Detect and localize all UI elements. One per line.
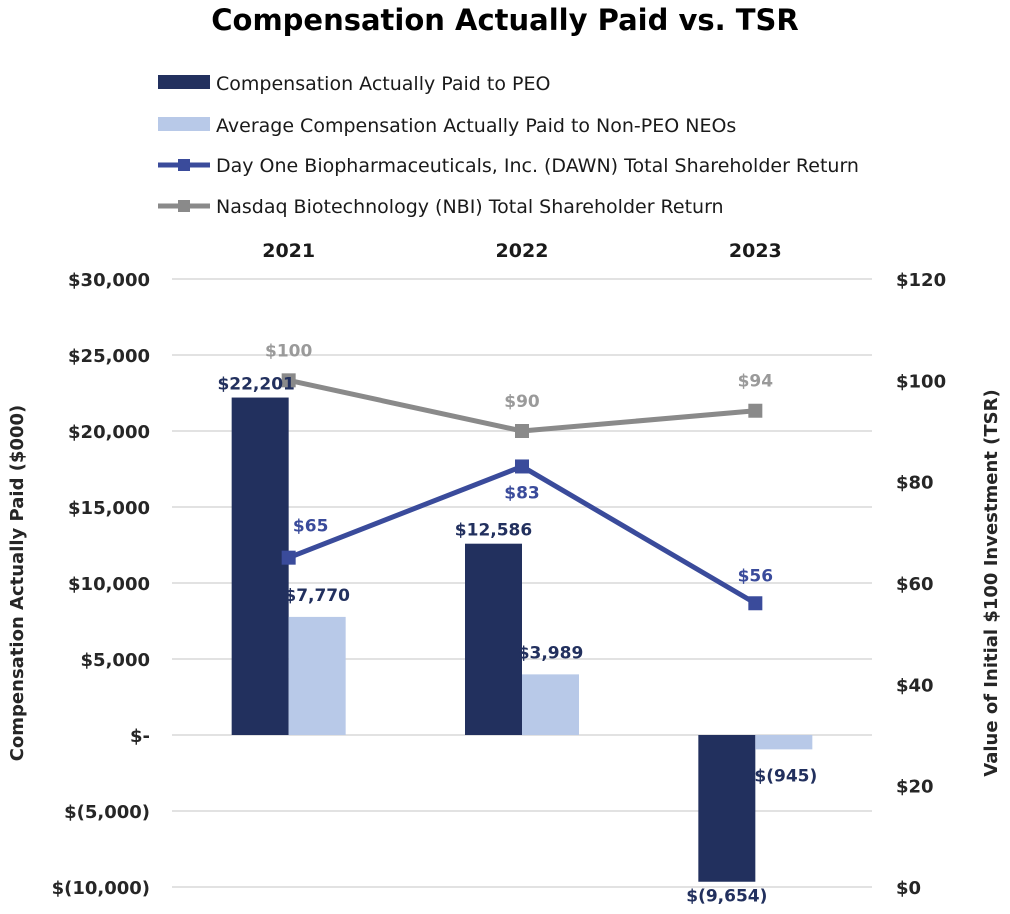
bar-neo (755, 735, 813, 750)
legend-label-neo: Average Compensation Actually Paid to No… (216, 115, 736, 137)
lines (281, 373, 763, 611)
left-tick-label: $20,000 (68, 422, 150, 443)
data-label-peo: $22,201 (217, 375, 294, 395)
data-label-peo: $(9,654) (686, 887, 767, 907)
legend-swatch-neo (158, 117, 210, 131)
category-label: 2022 (496, 240, 549, 262)
legend-entry-dawn: Day One Biopharmaceuticals, Inc. (DAWN) … (158, 155, 859, 177)
right-axis-ticks: $120 $100 $80 $60 $40 $20 $0 (896, 270, 946, 899)
data-label-nbi: $94 (738, 372, 774, 392)
data-label-nbi: $100 (265, 341, 312, 361)
legend-label-dawn: Day One Biopharmaceuticals, Inc. (DAWN) … (216, 155, 859, 177)
bar-neo (288, 616, 346, 735)
data-label-neo: $7,770 (284, 586, 350, 606)
bar-peo (698, 735, 756, 882)
right-tick-label: $0 (896, 878, 921, 899)
bars (231, 397, 813, 882)
legend-label-nbi: Nasdaq Biotechnology (NBI) Total Shareho… (216, 196, 724, 218)
legend-marker-nbi (178, 200, 190, 212)
bar-neo (522, 674, 579, 735)
y-axis-title: Compensation Actually Paid ($000) (7, 405, 28, 762)
legend-swatch-peo (158, 75, 210, 89)
marker-dawn (281, 550, 296, 565)
right-tick-label: $120 (896, 270, 946, 291)
data-label-neo: $3,989 (518, 643, 584, 663)
left-tick-label: $(10,000) (52, 878, 150, 899)
data-label-nbi: $90 (504, 392, 540, 412)
left-tick-label: $(5,000) (64, 802, 150, 823)
category-label: 2021 (262, 240, 315, 262)
left-tick-label: $5,000 (81, 650, 150, 671)
left-tick-label: $30,000 (68, 270, 150, 291)
legend: Compensation Actually Paid to PEO Averag… (158, 73, 859, 218)
bar-peo (231, 397, 289, 735)
data-label-peo: $12,586 (455, 521, 532, 541)
marker-nbi (515, 424, 529, 438)
data-label-neo: $(945) (754, 766, 817, 786)
data-label-dawn: $65 (293, 517, 329, 537)
left-axis-ticks: $30,000 $25,000 $20,000 $15,000 $10,000 $5,00… (52, 270, 150, 899)
chart-title: Compensation Actually Paid vs. TSR (211, 3, 799, 37)
marker-nbi (748, 403, 763, 418)
left-tick-label: $- (130, 726, 150, 747)
left-tick-label: $15,000 (68, 498, 150, 519)
right-tick-label: $40 (896, 675, 934, 696)
right-tick-label: $80 (896, 473, 934, 494)
data-label-dawn: $83 (504, 483, 540, 503)
bar-peo (465, 543, 522, 735)
data-label-dawn: $56 (738, 566, 774, 586)
marker-dawn (748, 596, 763, 611)
marker-nbi (281, 373, 296, 388)
legend-entry-neo: Average Compensation Actually Paid to No… (158, 115, 736, 137)
category-labels: 2021 2022 2023 (262, 240, 782, 262)
right-tick-label: $100 (896, 371, 946, 392)
legend-label-peo: Compensation Actually Paid to PEO (216, 73, 550, 95)
legend-entry-nbi: Nasdaq Biotechnology (NBI) Total Shareho… (158, 196, 724, 218)
left-tick-label: $25,000 (68, 346, 150, 367)
y2-axis-title: Value of Initial $100 Investment (TSR) (981, 389, 1002, 776)
left-tick-label: $10,000 (68, 574, 150, 595)
right-tick-label: $20 (896, 777, 934, 798)
data-labels: $22,201 $12,586 $(9,654) $7,770 $3,989 $(945)… (217, 341, 817, 906)
marker-dawn (515, 459, 529, 474)
category-label: 2023 (729, 240, 782, 262)
legend-marker-dawn (178, 159, 190, 171)
right-tick-label: $60 (896, 574, 934, 595)
legend-entry-peo: Compensation Actually Paid to PEO (158, 73, 550, 95)
